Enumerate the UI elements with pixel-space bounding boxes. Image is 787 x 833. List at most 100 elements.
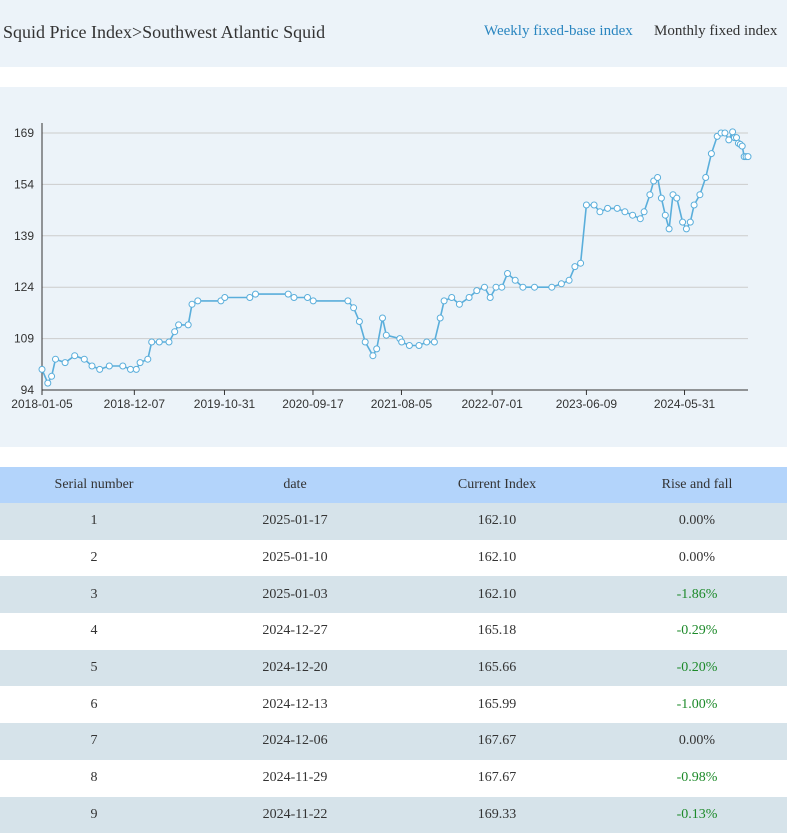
table-row: 5 2024-12-20 165.66 -0.20%: [0, 649, 787, 687]
data-point: [636, 215, 644, 223]
data-point: [571, 263, 579, 271]
data-point: [590, 201, 598, 209]
data-point: [48, 372, 56, 380]
y-tick-label: 139: [14, 229, 34, 243]
data-point: [221, 294, 229, 301]
data-point: [744, 153, 752, 161]
serial-cell: 8: [90, 770, 98, 786]
index-cell: 162.10: [477, 586, 517, 602]
data-point: [194, 297, 202, 305]
serial-cell: 7: [90, 733, 98, 749]
data-point: [38, 365, 46, 373]
data-point: [144, 355, 152, 363]
header-current-index: Current Index: [457, 477, 537, 492]
date-cell: 2024-11-29: [262, 770, 328, 786]
data-point: [96, 365, 104, 373]
data-point: [448, 294, 456, 301]
change-cell: -1.86%: [676, 586, 718, 602]
data-point: [604, 204, 612, 212]
data-point: [165, 338, 173, 346]
data-point: [132, 365, 140, 373]
data-point: [565, 276, 573, 284]
change-cell: -0.20%: [676, 660, 718, 676]
table-row: 2 2025-01-10 162.10 0.00%: [0, 539, 787, 577]
data-point: [440, 297, 448, 305]
data-point: [304, 294, 311, 301]
data-point: [582, 201, 590, 209]
data-point: [621, 208, 629, 216]
data-point: [52, 355, 59, 363]
data-point: [596, 208, 604, 216]
data-point: [405, 342, 413, 349]
data-point: [284, 290, 292, 298]
data-point: [105, 362, 113, 370]
data-point: [665, 225, 673, 233]
x-tick-label: 2023-06-09: [556, 397, 618, 411]
data-point: [430, 338, 438, 346]
data-point: [379, 314, 386, 322]
data-point: [486, 294, 494, 301]
data-point: [646, 191, 654, 199]
data-point: [455, 300, 463, 308]
change-cell: 0.00%: [678, 733, 716, 749]
data-point: [721, 129, 729, 137]
data-point: [613, 204, 621, 212]
y-tick-label: 169: [14, 126, 34, 140]
data-point: [654, 174, 662, 181]
data-point: [171, 328, 179, 336]
data-point: [290, 294, 298, 301]
header-date: date: [283, 477, 307, 492]
data-point: [423, 338, 431, 346]
x-tick-label: 2019-10-31: [194, 397, 256, 411]
index-cell: 169.33: [477, 806, 517, 822]
data-point: [369, 352, 377, 360]
date-cell: 2024-12-20: [262, 660, 328, 676]
page-header: Squid Price Index>Southwest Atlantic Squ…: [0, 0, 787, 67]
data-point: [252, 290, 259, 298]
index-cell: 165.99: [477, 696, 517, 712]
serial-cell: 3: [90, 586, 98, 602]
data-point: [398, 338, 406, 346]
data-point: [136, 359, 144, 367]
index-table: Serial number date Current Index Rise an…: [0, 467, 787, 833]
tab-monthly-index[interactable]: Monthly fixed index: [654, 23, 778, 39]
data-point: [361, 338, 369, 346]
serial-cell: 5: [90, 660, 98, 676]
index-cell: 167.67: [477, 770, 517, 786]
data-point: [531, 283, 538, 291]
table-row: 7 2024-12-06 167.67 0.00%: [0, 723, 787, 760]
data-point: [498, 283, 506, 291]
change-cell: -1.00%: [676, 696, 718, 712]
date-cell: 2024-12-27: [262, 623, 328, 639]
data-point: [679, 218, 687, 226]
change-cell: 0.00%: [678, 513, 716, 529]
data-point: [707, 150, 715, 158]
data-point: [344, 297, 352, 305]
data-point: [673, 194, 681, 202]
x-tick-label: 2022-07-01: [461, 397, 523, 411]
data-point: [519, 283, 527, 291]
serial-cell: 9: [90, 806, 98, 822]
data-point: [557, 280, 565, 288]
data-point: [188, 300, 196, 308]
data-point: [127, 365, 134, 373]
data-point: [629, 211, 637, 219]
data-point: [511, 276, 519, 284]
data-point: [481, 283, 488, 291]
serial-cell: 4: [90, 623, 98, 639]
data-point: [309, 297, 317, 305]
data-point: [175, 321, 183, 329]
y-tick-label: 124: [14, 280, 34, 294]
x-tick-label: 2021-08-05: [371, 397, 433, 411]
data-point: [548, 283, 556, 291]
date-cell: 2024-12-06: [262, 733, 328, 749]
tab-weekly-index[interactable]: Weekly fixed-base index: [484, 23, 633, 39]
date-cell: 2024-11-22: [262, 806, 328, 822]
x-tick-label: 2018-12-07: [104, 397, 166, 411]
serial-cell: 1: [90, 513, 98, 529]
table-row: 1 2025-01-17 162.10 0.00%: [0, 503, 787, 540]
data-point: [155, 338, 163, 346]
chart-panel: 94 109 124 139 154 169 2018-01-05 2018-12-07 201…: [0, 87, 787, 447]
data-point: [661, 211, 669, 219]
data-point: [733, 134, 740, 142]
